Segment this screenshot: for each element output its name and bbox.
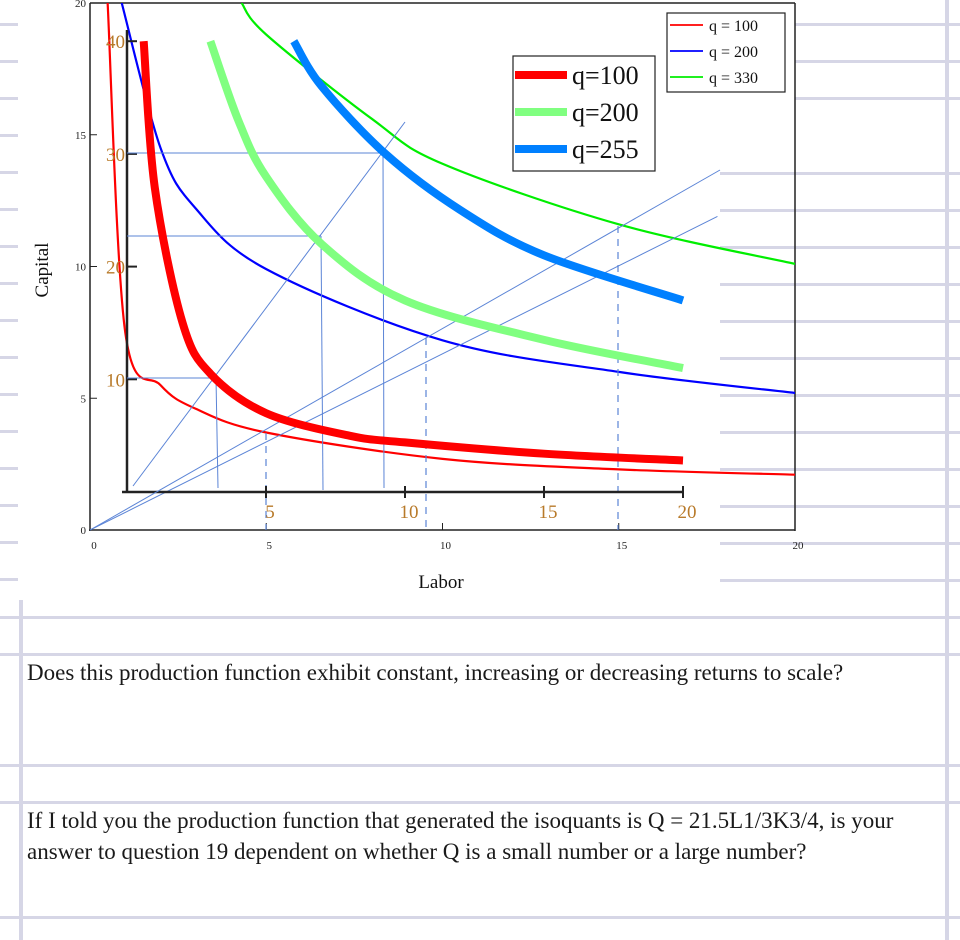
rule-line [720, 431, 960, 434]
rule-line [0, 653, 960, 656]
rule-line [720, 209, 960, 212]
inner-y-tick-label: 30 [106, 145, 125, 166]
x-axis-label: Labor [418, 572, 464, 593]
isoquant-line [240, 3, 795, 265]
inner-y-tick-label: 10 [106, 370, 125, 391]
rule-line [0, 134, 18, 137]
rule-line [0, 578, 18, 581]
rule-line [0, 245, 18, 248]
y-tick-label: 15 [75, 130, 87, 142]
rule-margin [19, 600, 23, 940]
rule-line [0, 504, 18, 507]
inner-plot: 5 10 15 20 10 20 30 40 [89, 30, 721, 531]
x-tick-label: 20 [793, 540, 805, 552]
y-tick-label: 5 [81, 393, 87, 405]
rule-line [0, 208, 18, 211]
inner-guide-lines [89, 121, 721, 531]
rule-line [0, 916, 960, 919]
thick-isoquant-line [206, 39, 684, 372]
rule-line [720, 172, 960, 175]
rule-line [0, 356, 18, 359]
rule-line [0, 430, 18, 433]
outer-guide-lines [89, 215, 718, 531]
inner-legend: q=100 q=200 q=255 [512, 55, 656, 172]
y-tick-label: 0 [81, 525, 87, 537]
y-axis-label: Capital [32, 243, 53, 298]
outer-legend: q = 100 q = 200 q = 330 [666, 12, 786, 93]
question-returns-to-scale: Does this production function exhibit co… [27, 660, 844, 685]
rule-line [720, 468, 960, 471]
rule-line [0, 23, 18, 26]
rule-line [795, 23, 960, 26]
rule-line [0, 541, 18, 544]
rule-line [720, 505, 960, 508]
rule-line [720, 357, 960, 360]
question-production-function: If I told you the production function th… [27, 808, 894, 864]
rule-line [720, 394, 960, 397]
rule-line [0, 319, 18, 322]
rule-margin [945, 0, 949, 940]
outer-legend-label: q = 330 [709, 70, 758, 87]
rule-line [0, 97, 18, 100]
rule-line [0, 393, 18, 396]
outer-axis-ticks: 0 5 10 15 20 0 5 10 15 20 [75, 0, 804, 552]
rule-line [720, 320, 960, 323]
inner-x-tick-label: 15 [539, 502, 558, 523]
rule-line [795, 60, 960, 63]
inner-isoquants [139, 39, 685, 465]
rule-line [720, 542, 960, 545]
x-tick-label: 10 [440, 540, 452, 552]
inner-x-tick-label: 20 [678, 502, 697, 523]
x-tick-label: 15 [616, 540, 628, 552]
rule-line [795, 97, 960, 100]
rule-line [0, 467, 18, 470]
rule-line [0, 801, 960, 804]
rule-line [0, 282, 18, 285]
inner-legend-label: q=200 [572, 98, 639, 127]
inner-x-tick-label: 5 [265, 502, 275, 523]
inner-y-tick-label: 40 [106, 32, 125, 53]
x-tick-label: 5 [267, 540, 273, 552]
outer-legend-label: q = 100 [709, 18, 758, 35]
rule-line [0, 171, 18, 174]
isoquant-line [106, 3, 795, 476]
rule-line [0, 60, 18, 63]
rule-line [720, 246, 960, 249]
x-tick-label: 0 [91, 540, 97, 552]
outer-legend-label: q = 200 [709, 44, 758, 61]
outer-isoquants [106, 3, 795, 476]
outer-plot: 0 5 10 15 20 0 5 10 15 20 Capital Labor [32, 0, 804, 593]
rule-line [720, 283, 960, 286]
inner-y-tick-label: 20 [106, 258, 125, 279]
y-tick-label: 10 [75, 262, 87, 274]
inner-legend-label: q=100 [572, 61, 639, 90]
inner-x-tick-label: 10 [400, 502, 419, 523]
y-tick-label: 20 [75, 0, 87, 10]
thick-isoquant-line [290, 39, 685, 305]
rule-line [720, 579, 960, 582]
rule-line [0, 616, 960, 619]
rule-line [0, 764, 960, 767]
isoquant-line [120, 3, 795, 395]
inner-legend-label: q=255 [572, 135, 639, 164]
inner-axis-ticks: 5 10 15 20 10 20 30 40 [106, 32, 697, 523]
isoquant-chart: 0 5 10 15 20 0 5 10 15 20 Capital Labor 5 10 15 20 10… [32, 0, 804, 593]
thick-isoquant-line [139, 40, 684, 465]
